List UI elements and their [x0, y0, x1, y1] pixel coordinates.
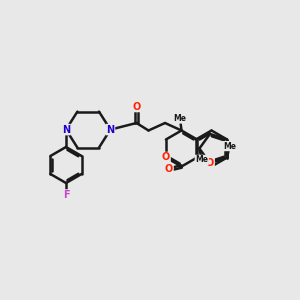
Text: O: O [165, 164, 173, 175]
Text: Me: Me [195, 155, 208, 164]
Text: N: N [106, 124, 115, 135]
Text: O: O [132, 101, 141, 112]
Text: O: O [206, 158, 214, 168]
Text: O: O [162, 152, 170, 163]
Text: N: N [62, 124, 70, 135]
Text: F: F [63, 190, 69, 200]
Text: Me: Me [173, 114, 187, 123]
Text: Me: Me [223, 142, 236, 151]
